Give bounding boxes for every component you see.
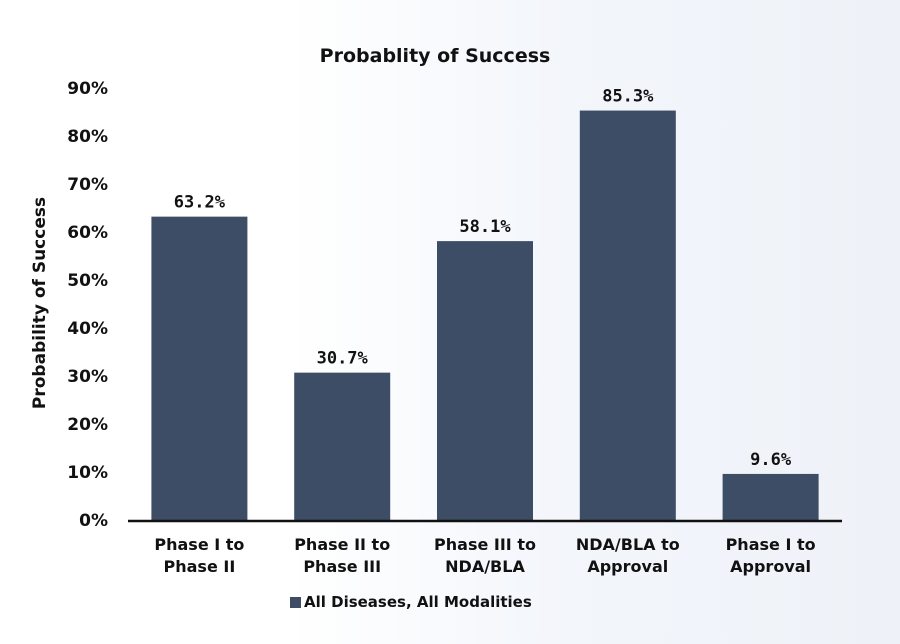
y-tick-label: 0% <box>79 511 108 531</box>
bar-value-label: 58.1% <box>459 217 511 237</box>
y-tick-label: 20% <box>67 415 108 435</box>
x-category-label-line: NDA/BLA to <box>576 535 680 554</box>
x-category-label-line: Phase II <box>164 557 236 576</box>
x-category-label-line: NDA/BLA <box>445 557 525 576</box>
x-category-label-line: Phase III <box>303 557 381 576</box>
x-category-label: Phase III to NDA/BLA <box>434 535 536 576</box>
bar-value-label: 9.6% <box>750 450 792 470</box>
x-category-label-line: Phase II to <box>294 535 390 554</box>
legend: All Diseases, All Modalities <box>290 593 532 611</box>
chart-title: Probablity of Success <box>320 45 551 67</box>
y-tick-label: 40% <box>67 319 108 339</box>
legend-label: All Diseases, All Modalities <box>304 593 532 611</box>
y-tick-label: 60% <box>67 223 108 243</box>
bars-group <box>151 110 819 520</box>
bar <box>579 110 676 520</box>
value-labels-group: 63.2% 30.7% 58.1% 85.3% 9.6% <box>174 87 792 470</box>
x-category-label: NDA/BLA to Approval <box>576 535 680 576</box>
x-category-label: Phase I to Approval <box>726 535 816 576</box>
x-category-label-line: Phase III to <box>434 535 536 554</box>
y-tick-label: 80% <box>67 127 108 147</box>
x-category-label: Phase II to Phase III <box>294 535 390 576</box>
legend-swatch <box>290 597 301 608</box>
y-axis-title: Probability of Success <box>30 197 50 409</box>
y-tick-label: 30% <box>67 367 108 387</box>
bar <box>437 241 533 520</box>
bar <box>722 473 819 520</box>
bar-value-label: 30.7% <box>317 349 369 369</box>
y-tick-label: 10% <box>67 463 108 483</box>
bar-value-label: 85.3% <box>602 87 654 107</box>
y-tick-label: 90% <box>67 79 108 99</box>
x-category-label: Phase I to Phase II <box>154 535 244 576</box>
bar <box>151 216 248 520</box>
x-category-label-line: Approval <box>587 557 668 576</box>
x-category-label-line: Phase I to <box>726 535 816 554</box>
y-axis-ticks: 0% 10% 20% 30% 40% 50% 60% 70% 80% 90% <box>67 79 108 531</box>
x-category-label-line: Approval <box>730 557 811 576</box>
y-tick-label: 50% <box>67 271 108 291</box>
x-category-label-line: Phase I to <box>154 535 244 554</box>
bar <box>294 372 391 520</box>
bar-value-label: 63.2% <box>174 193 226 213</box>
y-tick-label: 70% <box>67 175 108 195</box>
